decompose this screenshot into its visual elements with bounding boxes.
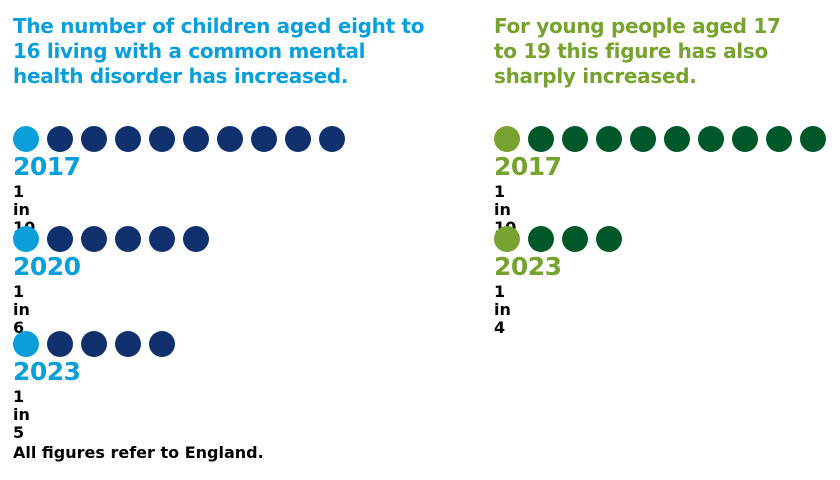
person-dot [562,226,588,252]
person-dot [596,126,622,152]
year-label: 2023 [13,357,81,386]
person-dot [81,126,107,152]
person-dot [81,331,107,357]
person-dot [285,126,311,152]
year-label: 2023 [494,252,562,281]
person-dot [115,226,141,252]
person-dot [800,126,826,152]
person-dot [766,126,792,152]
person-dot [149,331,175,357]
person-dot [183,226,209,252]
person-dot [664,126,690,152]
year-label: 2017 [494,152,562,181]
highlighted-person-dot [494,226,520,252]
person-dot [630,126,656,152]
person-dot [698,126,724,152]
year-label: 2017 [13,152,81,181]
highlighted-person-dot [494,126,520,152]
person-dot [183,126,209,152]
person-dot [319,126,345,152]
ratio-label: 1 in 4 [494,282,511,337]
person-dot [732,126,758,152]
person-dot [47,126,73,152]
person-dot [81,226,107,252]
person-dot [47,331,73,357]
person-dot [528,226,554,252]
person-dot [149,226,175,252]
young-people-title: For young people aged 17 to 19 this figu… [494,14,781,88]
footer-note: All figures refer to England. [13,443,264,462]
person-dot [596,226,622,252]
person-dot [149,126,175,152]
year-label: 2020 [13,252,81,281]
person-dot [251,126,277,152]
highlighted-person-dot [13,331,39,357]
highlighted-person-dot [13,126,39,152]
person-dot [115,126,141,152]
person-dot [217,126,243,152]
children-title: The number of children aged eight to 16 … [13,14,425,88]
ratio-label: 1 in 5 [13,387,30,442]
person-dot [115,331,141,357]
person-dot [47,226,73,252]
ratio-label: 1 in 6 [13,282,30,337]
person-dot [528,126,554,152]
highlighted-person-dot [13,226,39,252]
person-dot [562,126,588,152]
